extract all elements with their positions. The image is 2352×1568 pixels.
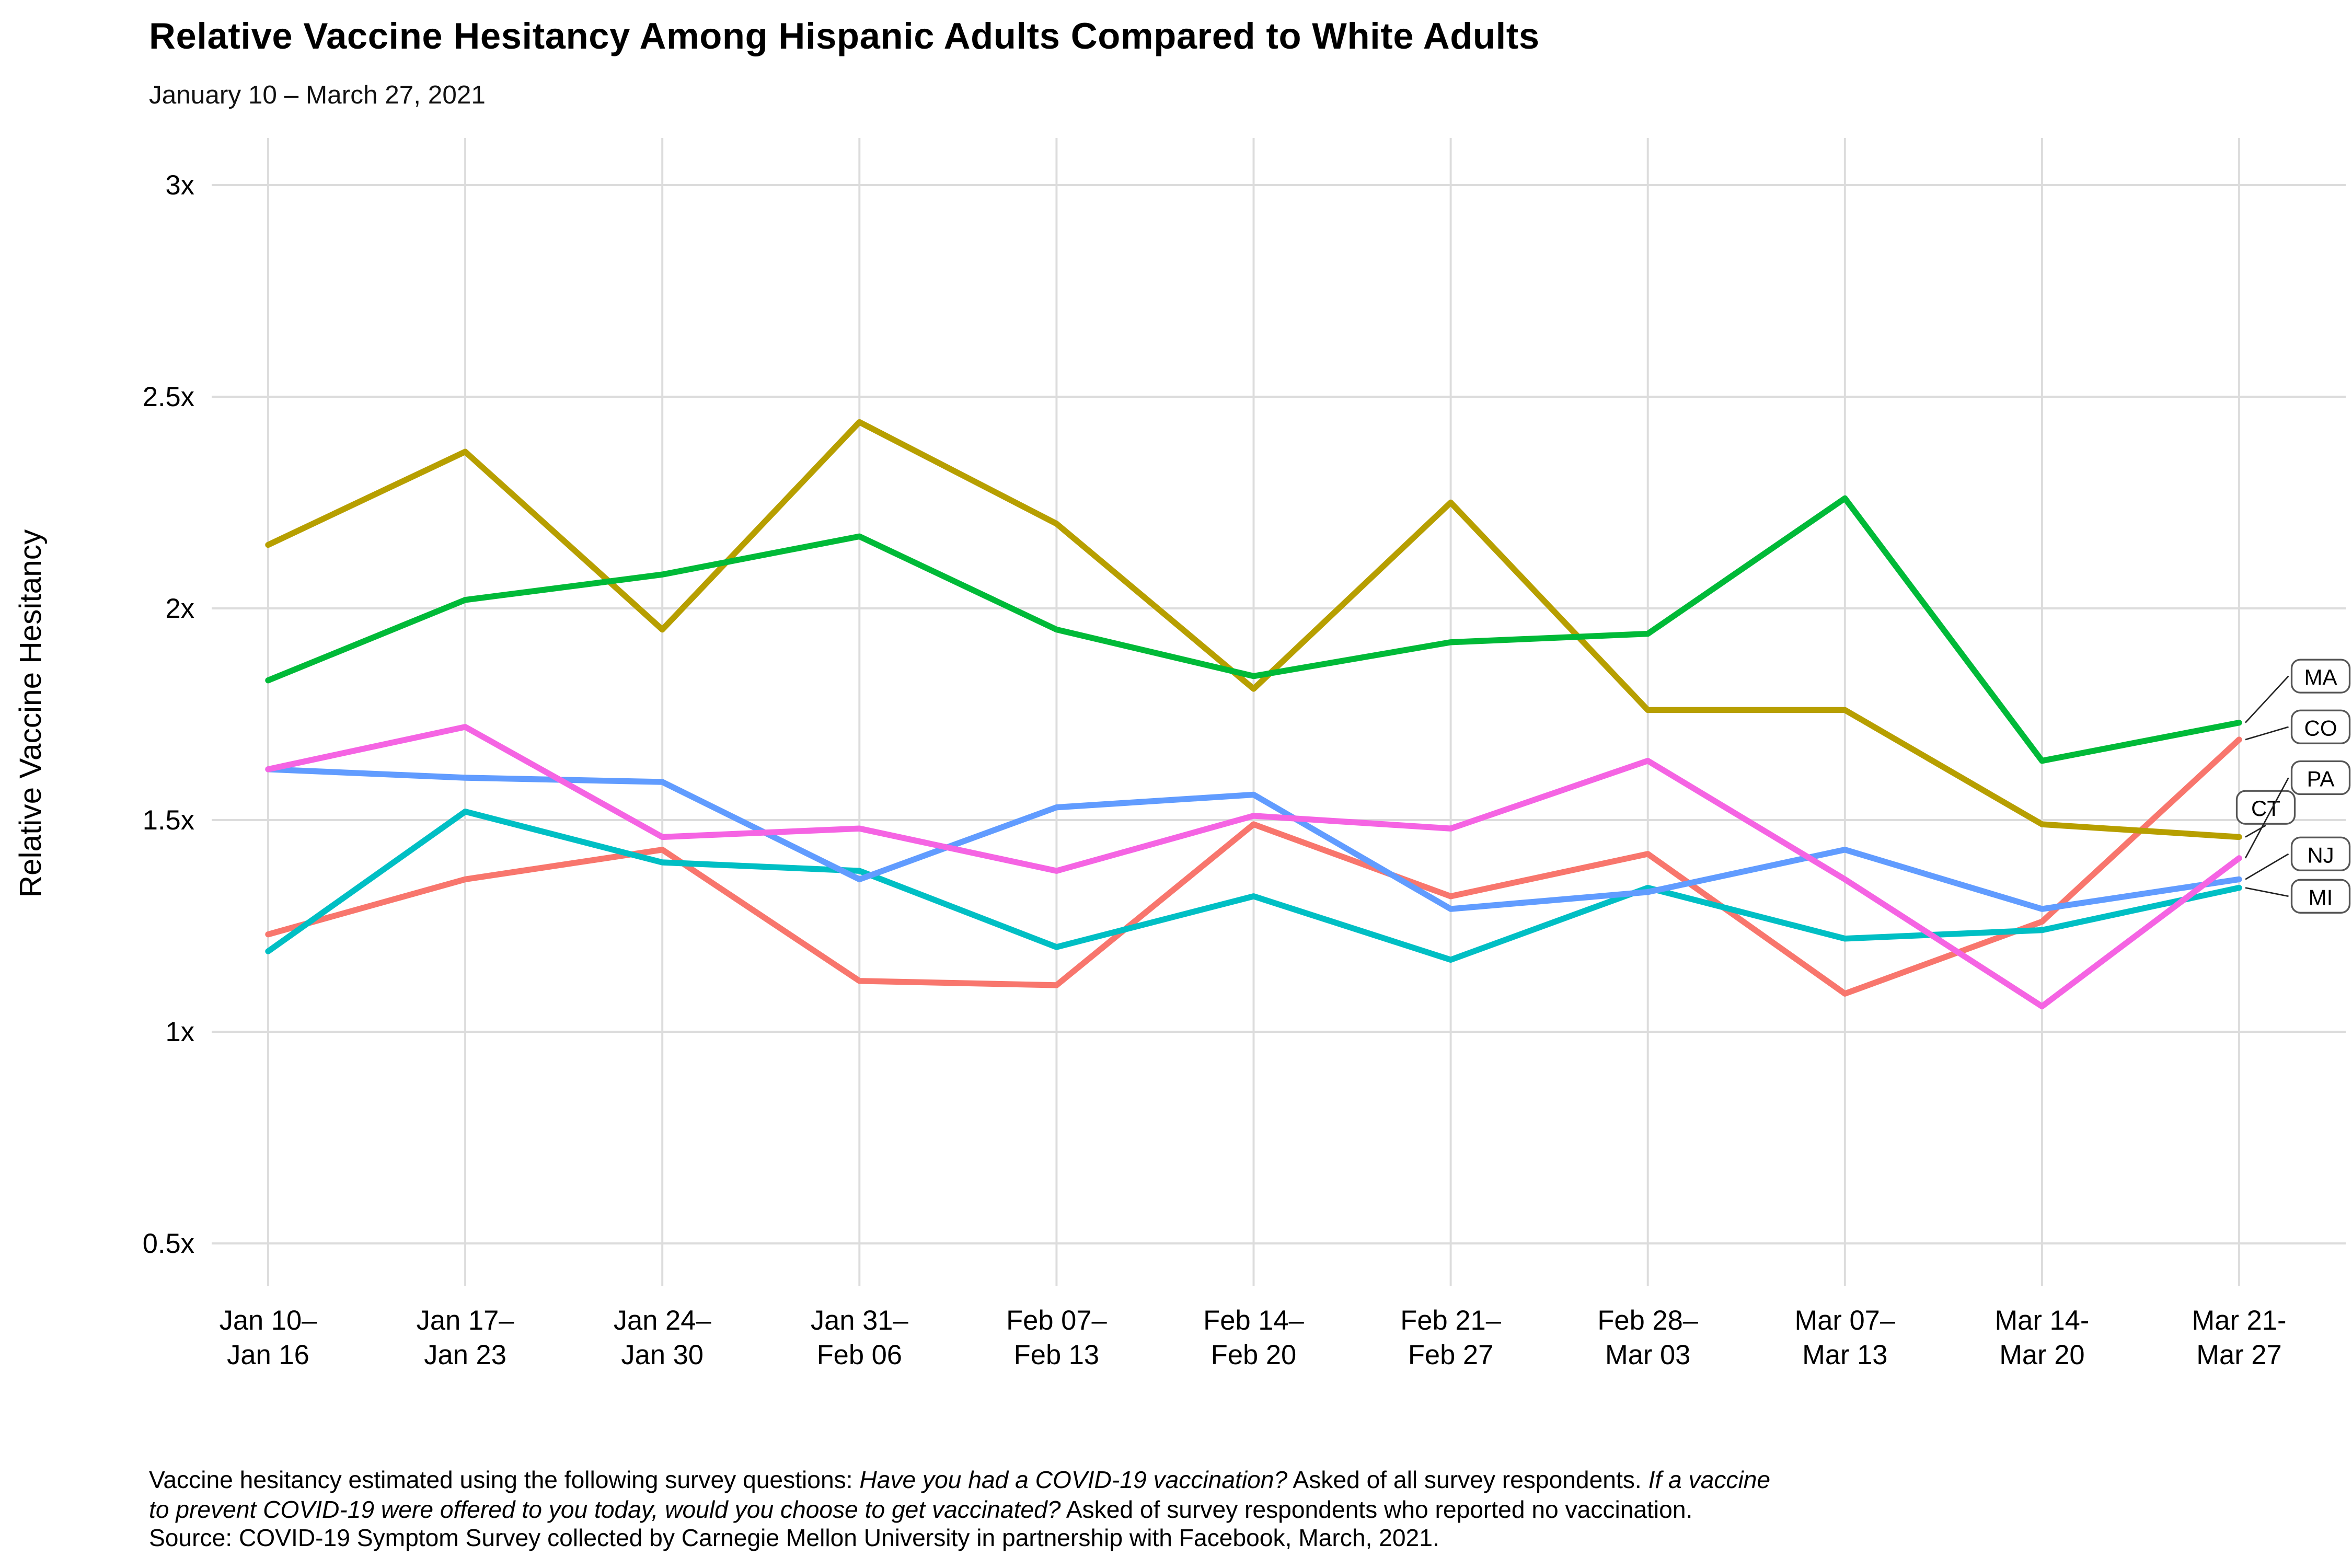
series-label-CT: CT	[2235, 790, 2296, 825]
x-tick-label: Jan 10– Jan 16	[220, 1305, 318, 1370]
page-title: Relative Vaccine Hesitancy Among Hispani…	[149, 16, 1540, 56]
series-label-CO: CO	[2290, 709, 2351, 744]
series-label-box	[2290, 836, 2351, 871]
series-label-text: PA	[2307, 767, 2335, 791]
x-tick-label: Feb 14– Feb 20	[1203, 1305, 1304, 1370]
y-tick-label: 1x	[166, 1017, 194, 1047]
x-tick-label: Mar 07– Mar 13	[1794, 1305, 1895, 1370]
chart-caption: Vaccine hesitancy estimated using the fo…	[149, 1468, 2336, 1555]
series-label-box	[2290, 709, 2351, 744]
y-tick-label: 0.5x	[143, 1228, 194, 1259]
series-label-text: MI	[2309, 885, 2333, 909]
caption-segment: Vaccine hesitancy estimated using the fo…	[149, 1468, 860, 1494]
label-leader-line	[2245, 853, 2289, 880]
x-tick-label: Jan 31– Feb 06	[811, 1305, 909, 1370]
label-leader-line	[2245, 675, 2289, 723]
series-label-NJ: NJ	[2290, 836, 2351, 871]
series-label-box	[2235, 790, 2296, 825]
caption-italic-segment: Have you had a COVID-19 vaccination?	[859, 1468, 1288, 1494]
x-tick-label: Feb 07– Feb 13	[1006, 1305, 1107, 1370]
series-label-MA: MA	[2290, 659, 2351, 694]
x-tick-label: Feb 21– Feb 27	[1400, 1305, 1501, 1370]
x-axis-tick-labels: Jan 10– Jan 16 Jan 17– Jan 23 Jan 24– Jan 30 J…	[220, 1305, 2287, 1370]
y-tick-label: 2.5x	[143, 382, 194, 412]
series-label-text: MA	[2304, 665, 2337, 689]
caption-line: to prevent COVID-19 were offered to you …	[149, 1497, 2336, 1526]
label-leader-line	[2245, 726, 2289, 741]
series-line-MI	[265, 809, 2242, 963]
x-tick-label: Jan 24– Jan 30	[614, 1305, 712, 1370]
series-label-PA: PA	[2290, 760, 2351, 795]
series-line-CT	[265, 419, 2242, 840]
y-tick-label: 1.5x	[143, 805, 194, 836]
y-axis-tick-labels: 3x 2.5x 2x 1.5x 1x 0.5x	[143, 170, 194, 1259]
series-label-text: CT	[2251, 796, 2280, 821]
series-end-labels: CO CT MA MI NJ PA	[2235, 659, 2351, 914]
caption-segment: Asked of survey respondents who reported…	[1060, 1496, 1693, 1524]
y-tick-label: 3x	[166, 170, 194, 201]
series-label-text: CO	[2304, 716, 2337, 740]
y-axis-title: Relative Vaccine Hesitancy	[14, 529, 48, 897]
series-label-box	[2290, 879, 2351, 914]
series-line-PA	[265, 724, 2242, 1010]
series-label-box	[2290, 659, 2351, 694]
series-label-box	[2290, 760, 2351, 795]
caption-italic-segment: to prevent COVID-19 were offered to you …	[149, 1496, 1061, 1524]
series-line-CO	[265, 736, 2242, 997]
caption-line: Vaccine hesitancy estimated using the fo…	[149, 1468, 2336, 1497]
x-tick-label: Feb 28– Mar 03	[1597, 1305, 1698, 1370]
series-line-MA	[265, 495, 2242, 764]
x-tick-label: Mar 14-Mar 20	[1994, 1305, 2089, 1370]
x-tick-label: Mar 21-Mar 27	[2192, 1305, 2287, 1370]
series-lines	[265, 419, 2242, 1010]
series-line-NJ	[265, 766, 2242, 912]
x-tick-label: Jan 17– Jan 23	[417, 1305, 515, 1370]
gridlines	[212, 138, 2346, 1286]
caption-line: Source: COVID-19 Symptom Survey collecte…	[149, 1526, 2336, 1555]
label-leader-line	[2245, 887, 2289, 897]
caption-segment: Source: COVID-19 Symptom Survey collecte…	[149, 1526, 1439, 1553]
caption-segment: Asked of all survey respondents.	[1287, 1468, 1648, 1494]
page-subtitle: January 10 – March 27, 2021	[149, 82, 486, 110]
series-label-MI: MI	[2290, 879, 2351, 914]
y-tick-label: 2x	[166, 593, 194, 624]
caption-italic-segment: If a vaccine	[1648, 1468, 1771, 1494]
label-leader-line	[2244, 777, 2289, 859]
series-label-text: NJ	[2307, 843, 2334, 867]
